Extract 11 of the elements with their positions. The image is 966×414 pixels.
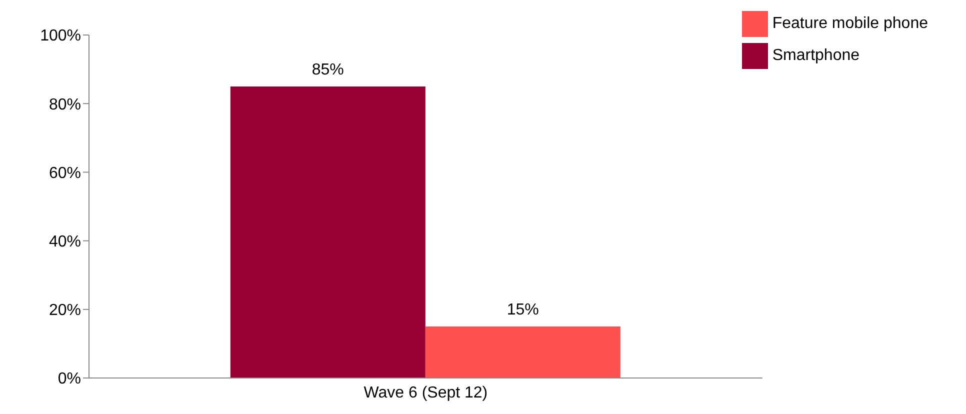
- y-tick-label: 60%: [48, 164, 81, 182]
- y-tick-label: 80%: [48, 96, 81, 114]
- y-tick-label: 20%: [48, 302, 81, 320]
- legend-label: Smartphone: [772, 47, 860, 64]
- legend-label: Feature mobile phone: [772, 15, 928, 32]
- data-label: 85%: [312, 61, 344, 78]
- y-tick-label: 0%: [58, 370, 81, 388]
- x-tick-label: Wave 6 (Sept 12): [364, 384, 488, 402]
- y-tick-label: 100%: [40, 28, 81, 45]
- data-label: 15%: [506, 302, 539, 319]
- y-tick-label: 40%: [48, 233, 81, 250]
